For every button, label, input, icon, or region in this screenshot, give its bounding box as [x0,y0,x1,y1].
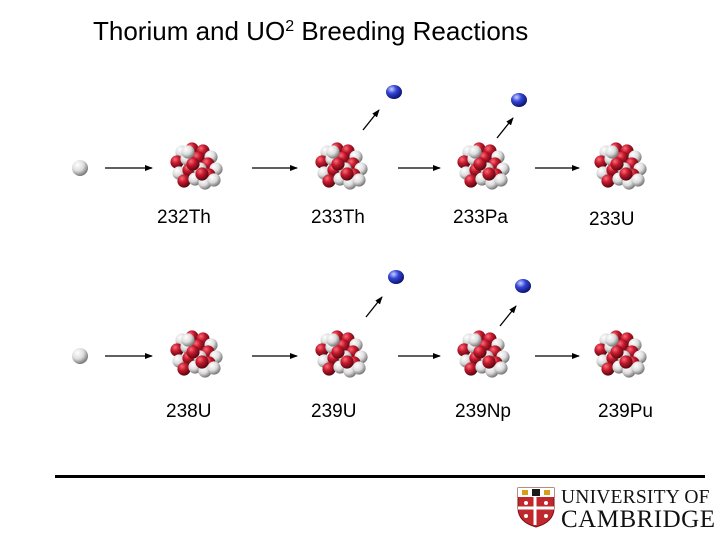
isotope-label-233th: 233Th [311,207,365,228]
neutron-sphere [468,145,482,159]
cambridge-shield-icon [517,487,555,528]
proton-sphere [322,362,336,376]
neutron-sphere [352,173,366,187]
isotope-label-233pa: 233Pa [453,207,508,228]
nucleus-icon [315,142,368,190]
neutron-sphere [207,173,221,187]
neutron-sphere [631,173,645,187]
title-subscript-2: 2 [285,18,295,36]
logo-cambridge-text: CAMBRIDGE [561,506,716,533]
nucleus-icon [594,330,647,378]
neutron-sphere [207,361,221,375]
neutron-sphere [326,145,340,159]
beta-electron-icon [386,85,402,99]
title-main: Thorium and UO [93,16,286,46]
proton-sphere [315,155,329,169]
neutron-sphere [181,333,195,347]
nucleus-icon [170,142,223,190]
logo-university-text: UNIVERSITY OF [561,487,710,508]
proton-sphere [619,355,633,369]
emission-arrow [496,117,514,139]
slide-title: Thorium and UO2 Breeding Reactions [93,14,528,48]
incoming-neutron-icon [72,160,88,176]
neutron-sphere [494,361,508,375]
isotope-label-239pu: 239Pu [598,401,653,422]
proton-sphere [594,343,608,357]
nucleus-icon [457,330,510,378]
proton-sphere [322,174,336,188]
incoming-neutron-icon [72,348,88,364]
proton-sphere [473,157,487,171]
proton-sphere [610,345,624,359]
emission-arrow [365,296,383,318]
nucleus-icon [315,330,368,378]
beta-electron-icon [515,279,531,293]
isotope-label-233u: 233U [589,209,635,230]
neutron-sphere [326,333,340,347]
proton-sphere [177,174,191,188]
neutron-sphere [605,333,619,347]
footer-divider [55,475,705,478]
proton-sphere [195,167,209,181]
proton-sphere [195,355,209,369]
beta-electron-icon [388,270,404,284]
proton-sphere [482,355,496,369]
isotope-label-238u: 238U [166,401,212,422]
proton-sphere [340,167,354,181]
neutron-sphere [352,361,366,375]
proton-sphere [170,343,184,357]
isotope-label-239u: 239U [311,401,357,422]
neutron-sphere [181,145,195,159]
proton-sphere [170,155,184,169]
proton-sphere [331,157,345,171]
neutron-sphere [468,333,482,347]
isotope-label-239np: 239Np [455,401,511,422]
proton-sphere [457,155,471,169]
proton-sphere [601,362,615,376]
neutron-sphere [494,173,508,187]
proton-sphere [177,362,191,376]
proton-sphere [594,155,608,169]
emission-arrow [362,109,380,131]
proton-sphere [315,343,329,357]
title-rest: Breeding Reactions [294,16,529,46]
neutron-sphere [605,145,619,159]
proton-sphere [457,343,471,357]
isotope-label-232th: 232Th [157,207,211,228]
proton-sphere [473,345,487,359]
proton-sphere [619,167,633,181]
proton-sphere [610,157,624,171]
proton-sphere [186,157,200,171]
proton-sphere [340,355,354,369]
proton-sphere [482,167,496,181]
nucleus-icon [170,330,223,378]
proton-sphere [601,174,615,188]
beta-electron-icon [511,93,527,107]
proton-sphere [331,345,345,359]
nucleus-icon [457,142,510,190]
proton-sphere [186,345,200,359]
proton-sphere [464,174,478,188]
neutron-sphere [631,361,645,375]
nucleus-icon [594,142,647,190]
emission-arrow [499,305,517,327]
proton-sphere [464,362,478,376]
